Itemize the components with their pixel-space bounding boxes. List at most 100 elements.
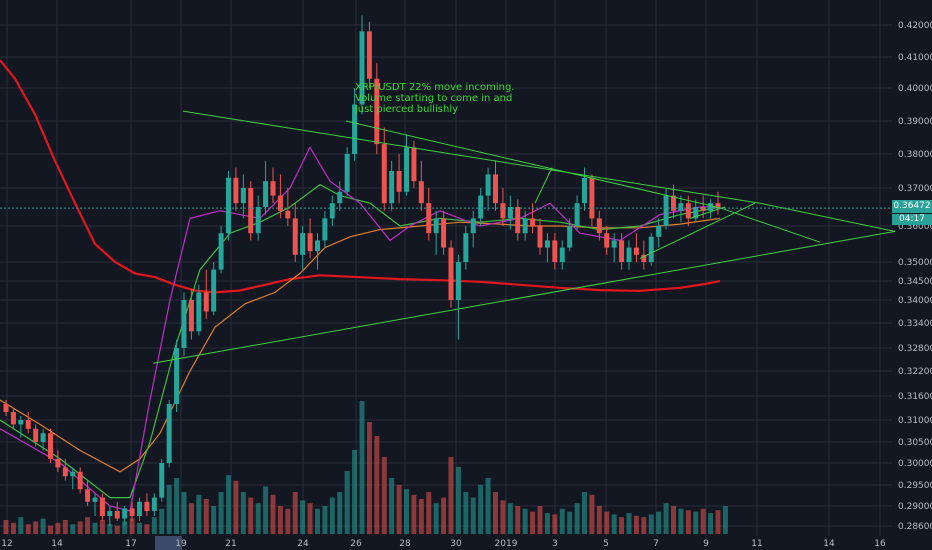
volume-bar <box>122 521 128 534</box>
volume-bar <box>715 510 721 534</box>
time-tick-label: 12 <box>1 539 12 549</box>
volume-bar <box>33 521 39 534</box>
volume-bar <box>3 520 9 534</box>
candle-body <box>255 207 261 234</box>
candle-body <box>40 433 46 442</box>
volume-bar <box>181 492 187 534</box>
candle-body <box>188 300 194 332</box>
trendline <box>152 230 896 364</box>
candle-body <box>48 433 53 459</box>
candle-body <box>344 154 350 192</box>
price-tick-label: 0.31000 <box>898 416 932 426</box>
candle-body <box>137 501 142 516</box>
volume-bar <box>285 508 291 534</box>
candle-body <box>329 203 335 219</box>
candle-body <box>181 300 187 348</box>
volume-bar <box>678 508 684 534</box>
candle-body <box>396 171 402 192</box>
candle-body <box>552 240 558 262</box>
trendline <box>534 167 553 204</box>
candle-body <box>656 226 662 237</box>
candle-body <box>248 188 254 234</box>
candle-body <box>374 78 380 145</box>
candle-body <box>144 501 150 511</box>
candle-body <box>277 195 283 211</box>
volume-bar <box>240 492 246 534</box>
candlesticks <box>3 15 721 526</box>
time-tick-label: 30 <box>450 539 462 549</box>
volume-bar <box>418 499 424 534</box>
time-tick-label: 11 <box>751 539 762 549</box>
volume-bar <box>589 494 595 534</box>
volume-bar <box>366 422 372 534</box>
time-axis-highlight <box>155 536 182 550</box>
volume-bar <box>196 494 202 534</box>
volume-bar <box>455 466 461 534</box>
volume-bar <box>85 517 91 534</box>
candle-body <box>55 458 61 468</box>
candle-body <box>166 404 172 463</box>
moving-average-line <box>0 59 721 294</box>
candle-body <box>619 240 625 262</box>
volume-bar <box>596 506 602 534</box>
price-tick-label: 0.38000 <box>898 150 932 160</box>
candle-body <box>559 247 565 262</box>
moving-average-line <box>0 183 721 499</box>
annotation-line-3: just pierced bullishly <box>355 104 459 115</box>
volume-bar <box>174 478 180 534</box>
candle-body <box>470 218 476 234</box>
volume-bar <box>522 508 528 534</box>
volume-bar <box>99 520 105 534</box>
time-axis[interactable]: 12 14 17 19 21 24 26 28 30 2019 3 5 7 9 11 14 16 <box>1 539 886 549</box>
candle-body <box>626 247 632 262</box>
volume-bar <box>611 514 617 534</box>
volume-bar <box>218 492 224 534</box>
candle-body <box>285 210 291 219</box>
candle-body <box>693 207 699 219</box>
candle-body <box>122 508 128 519</box>
volume-bar <box>567 511 573 534</box>
volume-bar <box>352 450 358 534</box>
volume-bar <box>322 506 328 534</box>
volume-bar <box>426 492 432 534</box>
volume-bar <box>248 497 254 534</box>
volume-bar <box>463 492 469 534</box>
volume-bar <box>708 513 714 534</box>
candle-body <box>478 195 484 219</box>
volume-bar <box>18 517 24 534</box>
trendline <box>182 110 896 232</box>
volume-bar <box>92 522 98 534</box>
candle-body <box>292 218 298 255</box>
candle-body <box>418 181 424 204</box>
volume-bar <box>300 500 306 534</box>
candle-body <box>129 508 135 516</box>
volume-bar <box>107 524 113 534</box>
price-tick-label: 0.40000 <box>898 84 932 94</box>
volume-bar <box>203 499 209 534</box>
candle-body <box>582 177 587 204</box>
candle-body <box>337 191 343 204</box>
price-axis[interactable]: 0.42000 0.41000 0.40000 0.39000 0.38000 0.370… <box>898 21 932 532</box>
price-tick-label: 0.32800 <box>898 344 932 354</box>
volume-bar <box>559 508 565 534</box>
candle-body <box>211 269 217 312</box>
candle-body <box>708 203 714 211</box>
time-tick-label: 2019 <box>495 539 518 549</box>
candle-body <box>196 292 202 332</box>
volume-bar <box>359 401 365 534</box>
candle-body <box>25 420 31 429</box>
volume-bar <box>151 517 157 534</box>
volume-bar <box>515 506 521 534</box>
price-tick-label: 0.37000 <box>898 184 932 194</box>
chart-grid <box>0 0 892 550</box>
candle-body <box>240 188 246 204</box>
candle-body <box>574 203 580 226</box>
candle-body <box>70 471 76 477</box>
candle-body <box>10 412 16 425</box>
candle-body <box>159 463 165 498</box>
volume-bar <box>159 508 165 534</box>
volume-bar <box>530 511 536 534</box>
candle-body <box>455 262 461 300</box>
time-tick-label: 14 <box>51 539 63 549</box>
